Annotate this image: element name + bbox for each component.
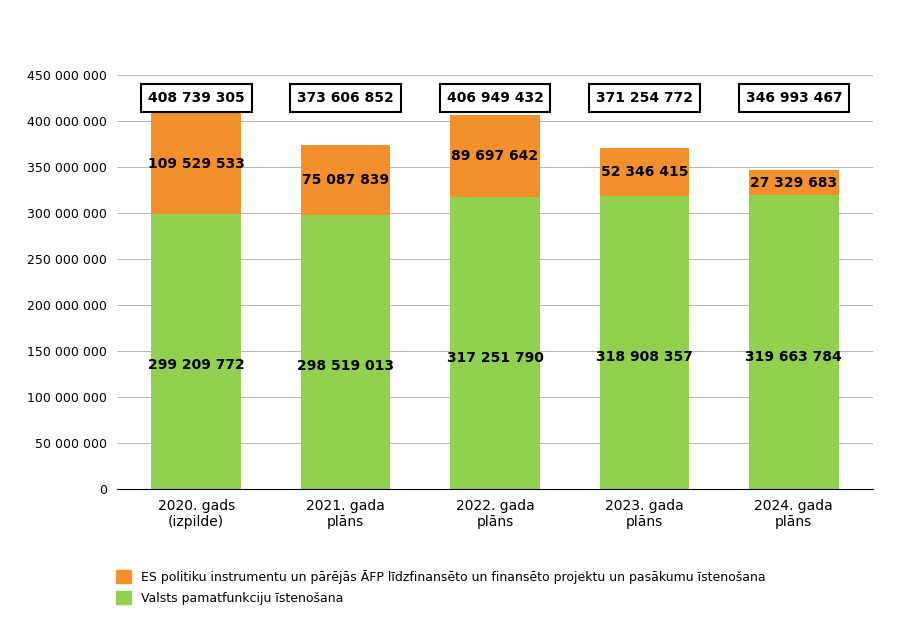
Text: 317 251 790: 317 251 790 — [446, 350, 544, 365]
Text: 346 993 467: 346 993 467 — [745, 92, 842, 105]
Bar — [599, 147, 689, 196]
Text: 408 739 305: 408 739 305 — [148, 92, 245, 105]
Bar — [749, 170, 839, 195]
Text: 298 519 013: 298 519 013 — [297, 359, 394, 372]
Bar — [450, 198, 540, 489]
Text: 406 949 432: 406 949 432 — [446, 92, 544, 105]
Text: 319 663 784: 319 663 784 — [745, 350, 842, 364]
Bar — [301, 214, 391, 489]
Bar — [301, 145, 391, 214]
Text: 109 529 533: 109 529 533 — [148, 157, 245, 171]
Text: 27 329 683: 27 329 683 — [751, 176, 837, 189]
Text: 52 346 415: 52 346 415 — [600, 165, 688, 179]
Legend: ES politiku instrumentu un pārējās ĀFP līdzfinansēto un finansēto projektu un pa: ES politiku instrumentu un pārējās ĀFP l… — [116, 570, 765, 605]
Bar — [599, 196, 689, 489]
Text: 89 697 642: 89 697 642 — [452, 149, 538, 163]
Bar — [749, 195, 839, 489]
Bar — [151, 214, 241, 489]
Bar — [450, 115, 540, 198]
Text: 371 254 772: 371 254 772 — [596, 92, 693, 105]
Text: 75 087 839: 75 087 839 — [302, 173, 389, 187]
Text: 318 908 357: 318 908 357 — [596, 350, 693, 364]
Bar — [151, 113, 241, 214]
Text: 373 606 852: 373 606 852 — [297, 92, 394, 105]
Text: 299 209 772: 299 209 772 — [148, 358, 245, 372]
